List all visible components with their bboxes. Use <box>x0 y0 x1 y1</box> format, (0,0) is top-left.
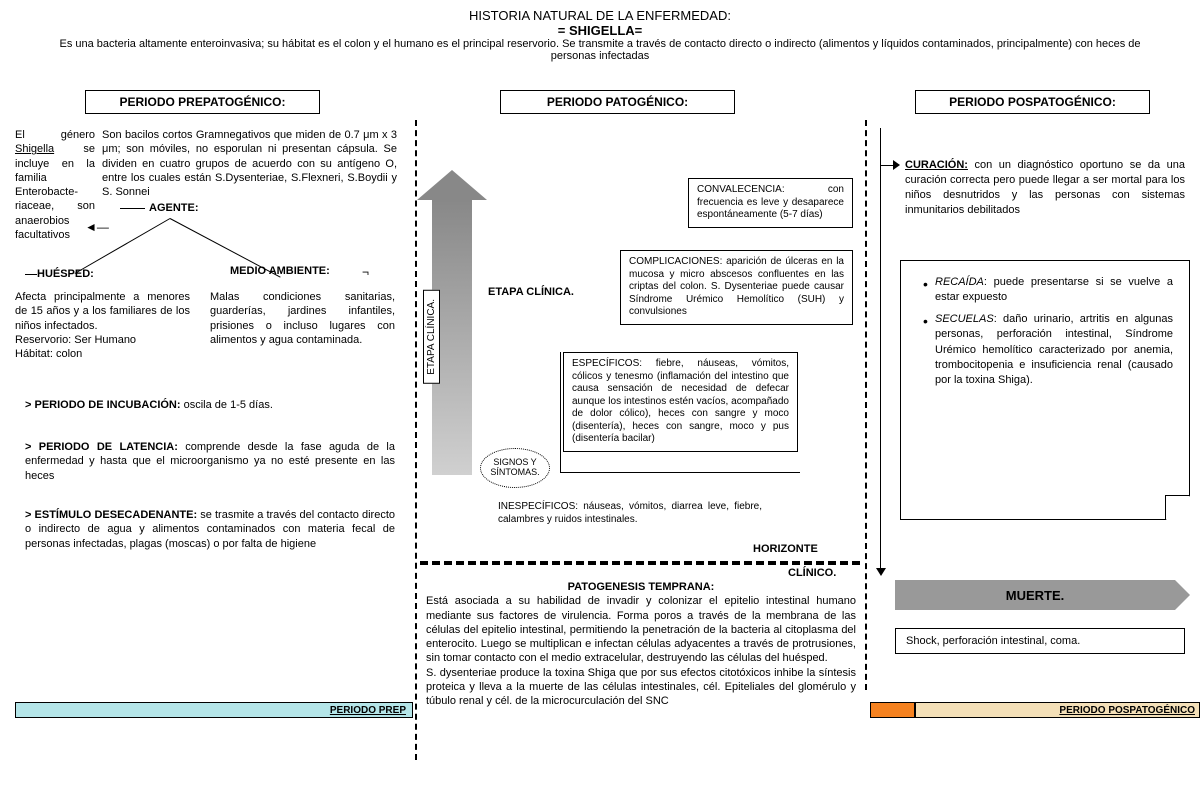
branch-arrow-head <box>893 160 900 170</box>
horizonte-label: HORIZONTE <box>753 543 818 555</box>
ambiente-text: Malas condiciones sanitarias, guarderías… <box>210 290 395 347</box>
page-header: HISTORIA NATURAL DE LA ENFERMEDAD: = SHI… <box>0 0 1200 66</box>
inespecificos-box: INESPECÍFICOS: náuseas, vómitos, diarrea… <box>490 496 770 531</box>
shock-box: Shock, perforación intestinal, coma. <box>895 628 1185 654</box>
signos-oval: SIGNOS Y SÍNTOMAS. <box>480 448 550 488</box>
bottom-bar-orange <box>870 702 915 718</box>
col-header-pre: PERIODO PREPATOGÉNICO: <box>85 90 320 114</box>
especificos-box: ESPECÍFICOS: fiebre, náuseas, vómitos, c… <box>563 352 798 452</box>
etapa-vert-label: ETAPA CLÍNICA. <box>423 290 440 384</box>
col-header-pos: PERIODO POSPATOGÉNICO: <box>915 90 1150 114</box>
vert-divider-2 <box>865 120 867 690</box>
col-header-pat: PERIODO PATOGÉNICO: <box>500 90 735 114</box>
latencia-block: > PERIODO DE LATENCIA: comprende desde l… <box>25 440 395 483</box>
bottom-bar-pos: PERIODO POSPATOGÉNICO <box>915 702 1200 718</box>
incubacion-block: > PERIODO DE INCUBACIÓN: oscila de 1-5 d… <box>25 398 395 412</box>
bottom-bar-pre: PERIODO PREP <box>15 702 413 718</box>
agente-text: Son bacilos cortos Gramnegativos que mid… <box>102 128 397 199</box>
ambiente-label: MEDIO AMBIENTE: <box>230 265 330 277</box>
secuelas-box: RECAÍDA: puede presentarse si se vuelve … <box>900 260 1190 520</box>
step-seg-2 <box>560 352 561 472</box>
muerte-arrow: MUERTE. <box>895 580 1175 610</box>
arrow-down-icon: ¬ <box>362 265 369 279</box>
arrow-left-icon: ◄— <box>85 220 109 234</box>
huesped-text: Afecta principalmente a menores de 15 añ… <box>15 290 190 361</box>
convalecencia-box: CONVALECENCIA: con frecuencia es leve y … <box>688 178 853 228</box>
genero-text: El género Shigella se incluye en la fami… <box>15 128 95 242</box>
secuelas-item: SECUELAS: daño urinario, artritis en alg… <box>917 312 1173 389</box>
curacion-block: CURACIÓN: con un diagnóstico oportuno se… <box>905 158 1185 217</box>
huesped-label: HUÉSPED: <box>25 268 94 280</box>
etapa-clinica-label: ETAPA CLÍNICA. <box>488 285 574 299</box>
patogenesis-block: PATOGENESIS TEMPRANA: Está asociada a su… <box>426 580 856 709</box>
step-seg-1 <box>560 472 800 473</box>
agente-label: AGENTE: <box>120 202 199 214</box>
recaida-item: RECAÍDA: puede presentarse si se vuelve … <box>917 275 1173 306</box>
horiz-dash <box>420 561 860 565</box>
complicaciones-box: COMPLICACIONES: aparición de úlceras en … <box>620 250 853 325</box>
clinico-label: CLÍNICO. <box>788 567 836 579</box>
intro-text: Es una bacteria altamente enteroinvasiva… <box>20 38 1180 62</box>
subtitle: = SHIGELLA= <box>20 23 1180 38</box>
vert-divider-1 <box>415 120 417 760</box>
estimulo-block: > ESTÍMULO DESECADENANTE: se trasmite a … <box>25 508 395 551</box>
title: HISTORIA NATURAL DE LA ENFERMEDAD: <box>20 8 1180 23</box>
down-arrow-line <box>880 128 881 568</box>
